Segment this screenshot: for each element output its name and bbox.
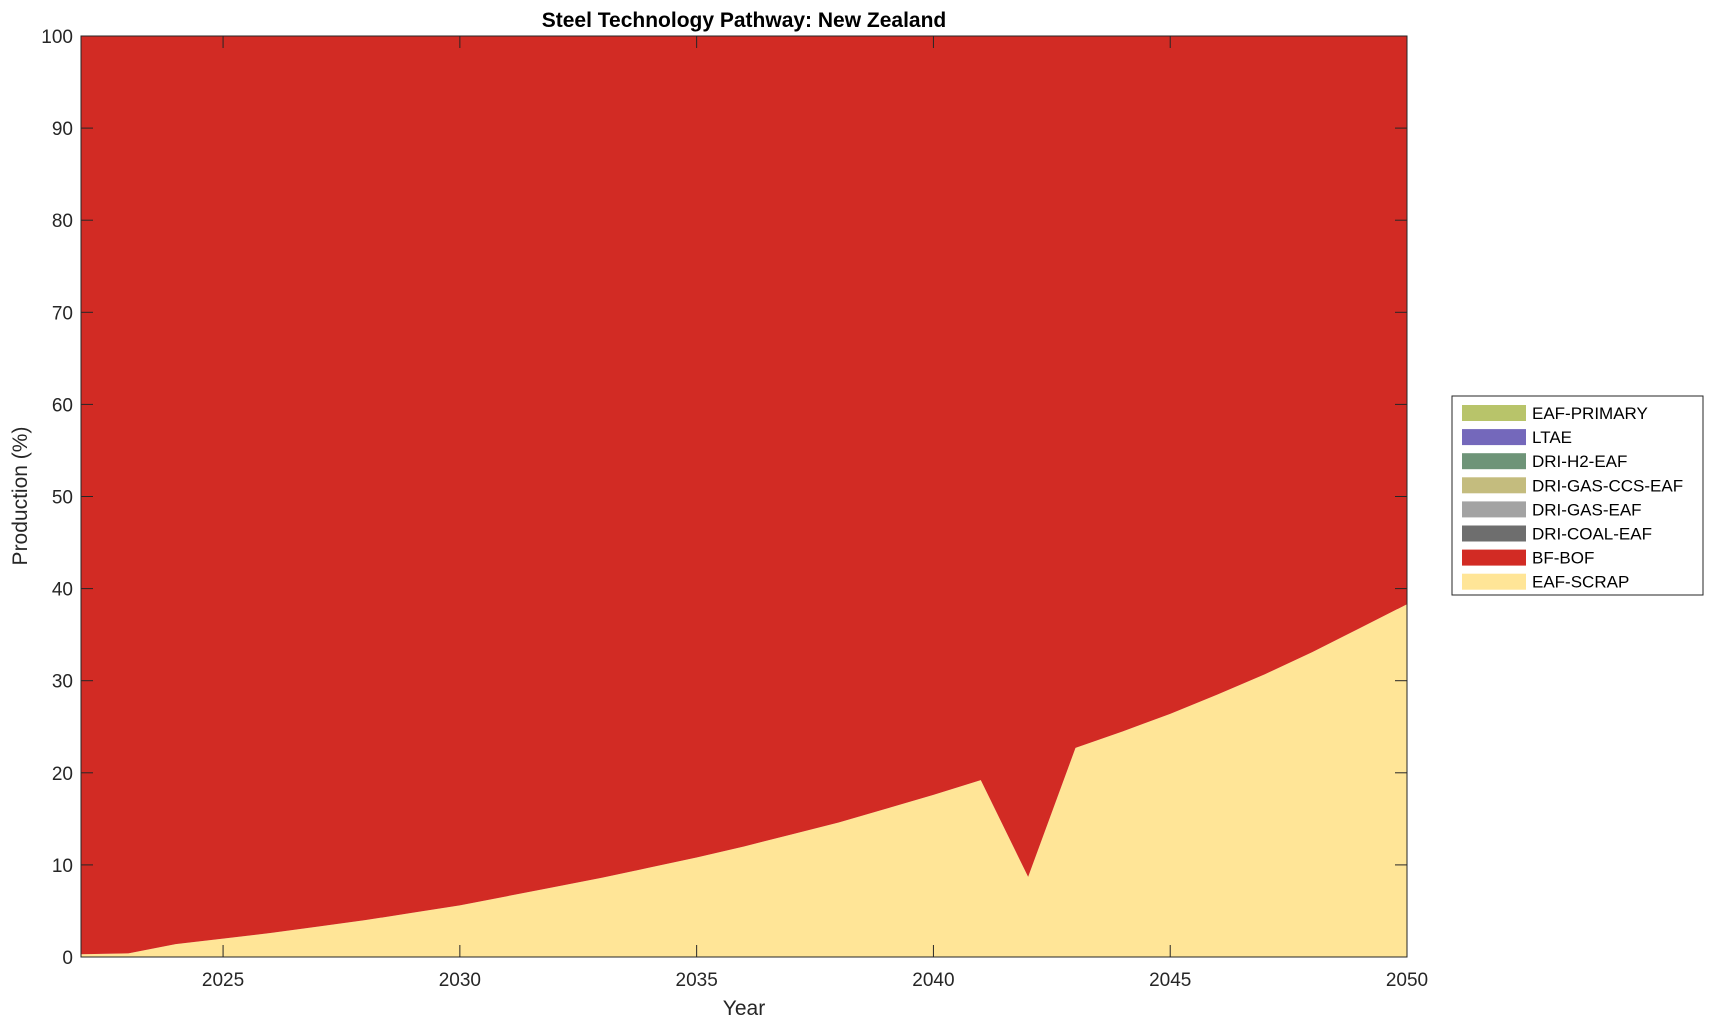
x-tick-label: 2025 — [202, 970, 244, 991]
legend-label-dri-gas-ccs-eaf: DRI-GAS-CCS-EAF — [1532, 476, 1683, 495]
y-tick-label: 10 — [52, 856, 73, 877]
legend: EAF-PRIMARY LTAE DRI-H2-EAF DRI-GAS-CCS-EAF… — [1451, 395, 1704, 596]
x-tick-label: 2035 — [676, 970, 718, 991]
legend-swatch-eaf-scrap — [1462, 573, 1526, 590]
area-series-group — [81, 36, 1407, 957]
y-tick-label: 40 — [52, 580, 73, 601]
y-tick-label: 30 — [52, 672, 73, 693]
legend-label-eaf-scrap: EAF-SCRAP — [1532, 573, 1629, 592]
legend-label-bf-bof: BF-BOF — [1532, 549, 1594, 568]
x-tick-label: 2030 — [439, 970, 481, 991]
y-tick-label: 50 — [52, 488, 73, 509]
legend-swatch-dri-coal-eaf — [1462, 525, 1526, 542]
legend-swatch-dri-h2-eaf — [1462, 453, 1526, 470]
legend-swatch-eaf-primary — [1462, 405, 1526, 421]
x-tick-label: 2050 — [1386, 970, 1428, 991]
x-axis-title: Year — [723, 997, 765, 1020]
legend-label-eaf-primary: EAF-PRIMARY — [1532, 404, 1648, 423]
legend-label-dri-h2-eaf: DRI-H2-EAF — [1532, 452, 1627, 471]
legend-swatch-bf-bof — [1462, 549, 1526, 566]
y-tick-label: 20 — [52, 764, 73, 785]
legend-label-dri-gas-eaf: DRI-GAS-EAF — [1532, 500, 1642, 519]
y-axis-title: Production (%) — [9, 427, 32, 566]
legend-swatch-ltae — [1462, 429, 1526, 446]
chart-title: Steel Technology Pathway: New Zealand — [542, 9, 947, 32]
legend-swatch-dri-gas-eaf — [1462, 501, 1526, 518]
legend-label-dri-coal-eaf: DRI-COAL-EAF — [1532, 525, 1652, 544]
x-axis: 2025 2030 2035 2040 2045 2050 — [202, 36, 1428, 991]
y-tick-label: 60 — [52, 395, 73, 416]
y-tick-label: 90 — [52, 119, 73, 140]
legend-label-ltae: LTAE — [1532, 428, 1572, 447]
legend-swatch-dri-gas-ccs-eaf — [1462, 477, 1526, 494]
x-tick-label: 2045 — [1149, 970, 1191, 991]
area-eaf-scrap — [81, 604, 1407, 957]
y-tick-label: 0 — [62, 948, 73, 969]
y-tick-label: 80 — [52, 211, 73, 232]
y-axis: 0 10 20 30 40 50 60 70 80 90 100 — [41, 27, 1407, 969]
x-tick-label: 2040 — [912, 970, 954, 991]
y-tick-label: 70 — [52, 303, 73, 324]
area-bf-bof — [81, 36, 1407, 955]
y-tick-label: 100 — [41, 27, 73, 48]
